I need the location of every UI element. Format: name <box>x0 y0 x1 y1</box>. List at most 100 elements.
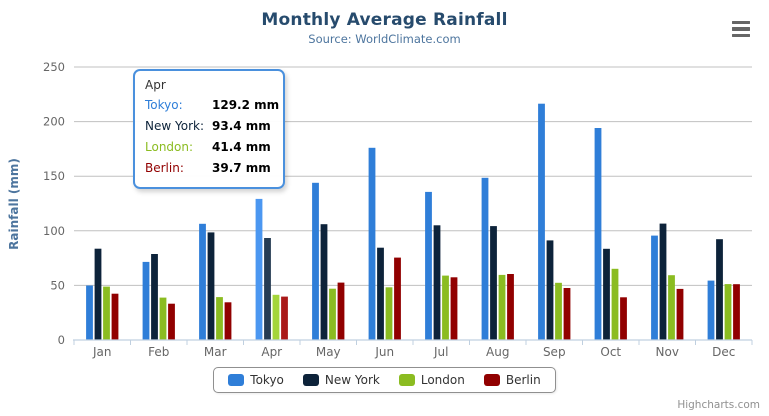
bar-london-oct[interactable] <box>611 268 619 340</box>
bar-london-dec[interactable] <box>724 284 732 340</box>
legend-box: Tokyo New York London Berlin <box>213 367 556 393</box>
x-axis-label-mar: Mar <box>204 345 227 359</box>
x-axis-label-dec: Dec <box>712 345 735 359</box>
bar-tokyo-apr[interactable] <box>255 198 263 340</box>
highcharts-credits-link[interactable]: Highcharts.com <box>677 399 760 411</box>
bar-london-sep[interactable] <box>555 282 562 340</box>
bar-new-york-dec[interactable] <box>716 239 723 340</box>
bar-berlin-oct[interactable] <box>620 297 627 340</box>
bar-berlin-may[interactable] <box>337 282 345 340</box>
chart-subtitle: Source: WorldClimate.com <box>308 32 461 46</box>
bar-london-jan[interactable] <box>103 286 110 340</box>
bar-london-jul[interactable] <box>442 275 449 340</box>
bar-new-york-jul[interactable] <box>433 225 441 340</box>
legend-item-berlin[interactable]: Berlin <box>483 373 541 387</box>
tooltip-series-name: Berlin: <box>145 161 184 175</box>
hamburger-menu-icon <box>732 21 750 25</box>
x-axis-label-oct: Oct <box>600 345 621 359</box>
bar-new-york-may[interactable] <box>320 224 328 340</box>
bar-london-may[interactable] <box>329 288 336 340</box>
x-axis-label-sep: Sep <box>543 345 566 359</box>
bar-new-york-jun[interactable] <box>377 247 384 340</box>
tooltip: Apr Tokyo: 129.2 mm New York: 93.4 mm London… <box>133 69 285 189</box>
x-axis-label-apr: Apr <box>261 345 282 359</box>
legend-label: Tokyo <box>250 373 284 387</box>
bar-new-york-feb[interactable] <box>151 254 158 340</box>
bar-new-york-oct[interactable] <box>603 248 610 340</box>
bar-london-apr[interactable] <box>272 294 280 340</box>
legend-swatch-icon <box>228 374 245 386</box>
tooltip-series-name: New York: <box>145 119 204 133</box>
x-axis-label-nov: Nov <box>656 345 679 359</box>
bar-tokyo-nov[interactable] <box>651 235 658 340</box>
bar-new-york-jan[interactable] <box>94 248 102 340</box>
bar-berlin-nov[interactable] <box>676 288 684 340</box>
y-axis-label: 50 <box>50 278 65 292</box>
bar-berlin-jan[interactable] <box>111 293 119 340</box>
bar-london-aug[interactable] <box>498 274 506 340</box>
tooltip-series-name: Tokyo: <box>145 98 183 112</box>
y-axis-label: 200 <box>43 115 65 129</box>
bar-new-york-aug[interactable] <box>490 226 497 340</box>
legend-label: London <box>420 373 465 387</box>
bar-berlin-aug[interactable] <box>507 274 514 340</box>
bar-tokyo-mar[interactable] <box>199 223 206 340</box>
chart-title: Monthly Average Rainfall <box>261 10 508 30</box>
legend-item-new-york[interactable]: New York <box>302 373 380 387</box>
legend-label: New York <box>324 373 380 387</box>
legend-label: Berlin <box>505 373 541 387</box>
bar-berlin-apr[interactable] <box>281 296 288 340</box>
tooltip-row: London: 41.4 mm <box>145 137 273 158</box>
bar-london-nov[interactable] <box>668 275 675 340</box>
bar-berlin-mar[interactable] <box>224 302 232 340</box>
bar-tokyo-dec[interactable] <box>707 280 715 340</box>
tooltip-series-value: 39.7 mm <box>212 161 271 175</box>
legend-swatch-icon <box>483 374 500 386</box>
bar-new-york-mar[interactable] <box>207 232 215 340</box>
bar-tokyo-may[interactable] <box>312 182 319 340</box>
legend-swatch-icon <box>302 374 319 386</box>
tooltip-series-value: 129.2 mm <box>212 98 280 112</box>
x-axis-label-jun: Jun <box>374 345 394 359</box>
bar-berlin-jun[interactable] <box>394 257 401 340</box>
tooltip-row: Berlin: 39.7 mm <box>145 158 273 179</box>
tooltip-header: Apr <box>145 78 166 92</box>
bar-new-york-sep[interactable] <box>546 240 554 340</box>
legend-item-tokyo[interactable]: Tokyo <box>228 373 284 387</box>
tooltip-series-value: 41.4 mm <box>212 140 271 154</box>
x-axis-label-may: May <box>316 345 341 359</box>
y-axis-label: 250 <box>43 60 65 74</box>
bar-new-york-apr[interactable] <box>264 238 271 340</box>
hamburger-menu-icon <box>732 27 750 31</box>
hamburger-menu-icon <box>732 33 750 37</box>
legend: Tokyo New York London Berlin <box>0 367 769 393</box>
x-axis-label-jan: Jan <box>92 345 112 359</box>
bar-berlin-dec[interactable] <box>733 284 740 340</box>
bar-london-feb[interactable] <box>159 297 167 340</box>
bar-tokyo-feb[interactable] <box>142 261 150 340</box>
bar-berlin-feb[interactable] <box>168 303 175 340</box>
x-axis-label-feb: Feb <box>148 345 169 359</box>
legend-item-london[interactable]: London <box>398 373 465 387</box>
bar-tokyo-jul[interactable] <box>425 191 432 340</box>
bar-tokyo-sep[interactable] <box>538 103 545 340</box>
tooltip-row: Tokyo: 129.2 mm <box>145 95 279 116</box>
bar-berlin-sep[interactable] <box>563 288 571 340</box>
tooltip-series-value: 93.4 mm <box>212 119 271 133</box>
bar-tokyo-jan[interactable] <box>86 285 93 341</box>
bar-berlin-jul[interactable] <box>450 277 458 340</box>
legend-swatch-icon <box>398 374 415 386</box>
y-axis-label: 100 <box>43 224 65 238</box>
x-axis-label-aug: Aug <box>486 345 509 359</box>
bar-london-jun[interactable] <box>385 287 393 340</box>
bar-tokyo-oct[interactable] <box>594 128 602 340</box>
bar-new-york-nov[interactable] <box>659 223 667 340</box>
x-axis-label-jul: Jul <box>433 345 448 359</box>
y-axis-label: 0 <box>58 333 65 347</box>
export-menu-button[interactable] <box>732 21 750 37</box>
bar-london-mar[interactable] <box>216 297 223 340</box>
bar-tokyo-jun[interactable] <box>368 147 376 340</box>
bar-tokyo-aug[interactable] <box>481 177 489 340</box>
